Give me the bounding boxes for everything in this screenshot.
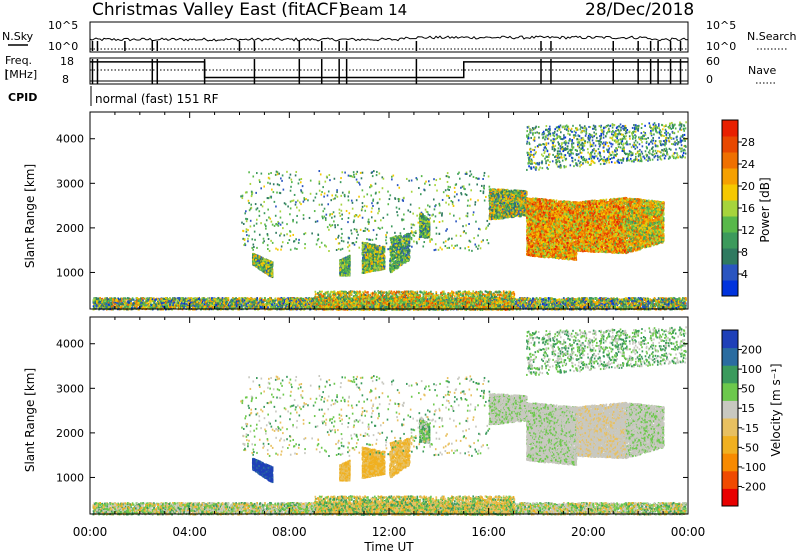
cpid-label: CPID xyxy=(8,91,37,104)
nsky-panel: N.Sky 10^5 10^0 10^5 10^0 N.Search xyxy=(2,19,797,53)
freq-tick-top: 18 xyxy=(60,55,74,68)
freq-panel: Freq. [MHz] 18 8 60 0 Nave xyxy=(5,54,776,86)
nsearch-tick-top: 10^5 xyxy=(706,19,736,32)
nsky-label: N.Sky xyxy=(2,30,34,43)
radar-summary-plot: Christmas Valley East (fitACF) Beam 14 2… xyxy=(0,0,800,554)
nave-tick-top: 60 xyxy=(706,55,720,68)
nave-tick-bottom: 0 xyxy=(706,73,713,86)
nsky-tick-top: 10^5 xyxy=(48,19,78,32)
nsky-trace xyxy=(90,36,688,51)
freq-trace xyxy=(90,59,688,84)
power-scatter xyxy=(93,121,687,311)
plot-title: Christmas Valley East (fitACF) xyxy=(92,0,345,20)
freq-label-line1: Freq. xyxy=(5,54,32,67)
freq-label-line2: [MHz] xyxy=(5,68,37,81)
freq-tick-bottom: 8 xyxy=(62,73,69,86)
cpid-text: normal (fast) 151 RF xyxy=(95,92,219,106)
nsearch-tick-bottom: 10^0 xyxy=(706,40,736,53)
nsearch-label: N.Search xyxy=(747,30,797,43)
date-label: 28/Dec/2018 xyxy=(585,0,694,20)
nsky-tick-bottom: 10^0 xyxy=(48,40,78,53)
beam-label: Beam 14 xyxy=(340,1,407,19)
nsky-line xyxy=(90,36,688,41)
nave-label: Nave xyxy=(748,64,776,77)
